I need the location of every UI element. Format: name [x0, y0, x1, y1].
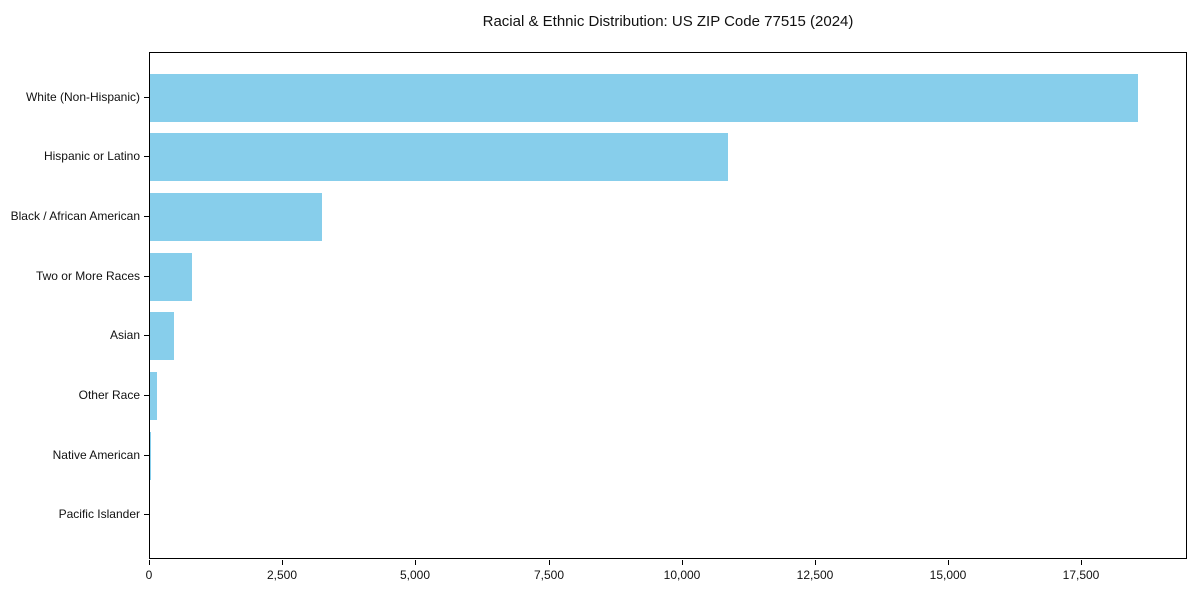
x-tick-mark [815, 560, 816, 565]
x-tick-label: 12,500 [796, 568, 834, 582]
bar-other-race [150, 371, 157, 420]
bar-hispanic-or-latino [150, 133, 729, 182]
x-tick-mark [549, 560, 550, 565]
x-tick-mark [282, 560, 283, 565]
y-tick-label: Black / African American [10, 209, 140, 223]
y-tick-label: Pacific Islander [58, 507, 140, 521]
y-tick-label: Asian [109, 328, 140, 342]
chart-title: Racial & Ethnic Distribution: US ZIP Cod… [482, 13, 854, 30]
y-tick-mark [144, 156, 149, 157]
y-tick-label: Hispanic or Latino [43, 149, 140, 163]
x-tick-label: 15,000 [929, 568, 967, 582]
x-tick-mark [682, 560, 683, 565]
y-tick-mark [144, 97, 149, 98]
bar-two-or-more-races [150, 252, 192, 301]
y-tick-label: White (Non-Hispanic) [25, 90, 140, 104]
x-tick-label: 17,500 [1062, 568, 1100, 582]
bar-black-african-american [150, 193, 323, 242]
y-tick-mark [144, 276, 149, 277]
x-tick-mark [415, 560, 416, 565]
x-tick-label: 2,500 [266, 568, 298, 582]
y-tick-mark [144, 216, 149, 217]
y-tick-label: Native American [52, 448, 140, 462]
y-tick-label: Other Race [78, 388, 140, 402]
x-tick-mark [1081, 560, 1082, 565]
bar-native-american [150, 431, 151, 480]
x-tick-mark [149, 560, 150, 565]
bar-white-non-hispanic [150, 73, 1139, 122]
x-tick-mark [948, 560, 949, 565]
y-tick-mark [144, 514, 149, 515]
y-tick-mark [144, 335, 149, 336]
y-tick-label: Two or More Races [35, 269, 140, 283]
y-tick-mark [144, 395, 149, 396]
x-tick-label: 5,000 [399, 568, 431, 582]
y-tick-mark [144, 455, 149, 456]
bar-asian [150, 312, 174, 361]
x-tick-label: 7,500 [533, 568, 565, 582]
plot-area [149, 52, 1187, 559]
x-tick-label: 10,000 [663, 568, 701, 582]
x-tick-label: 0 [145, 568, 153, 582]
